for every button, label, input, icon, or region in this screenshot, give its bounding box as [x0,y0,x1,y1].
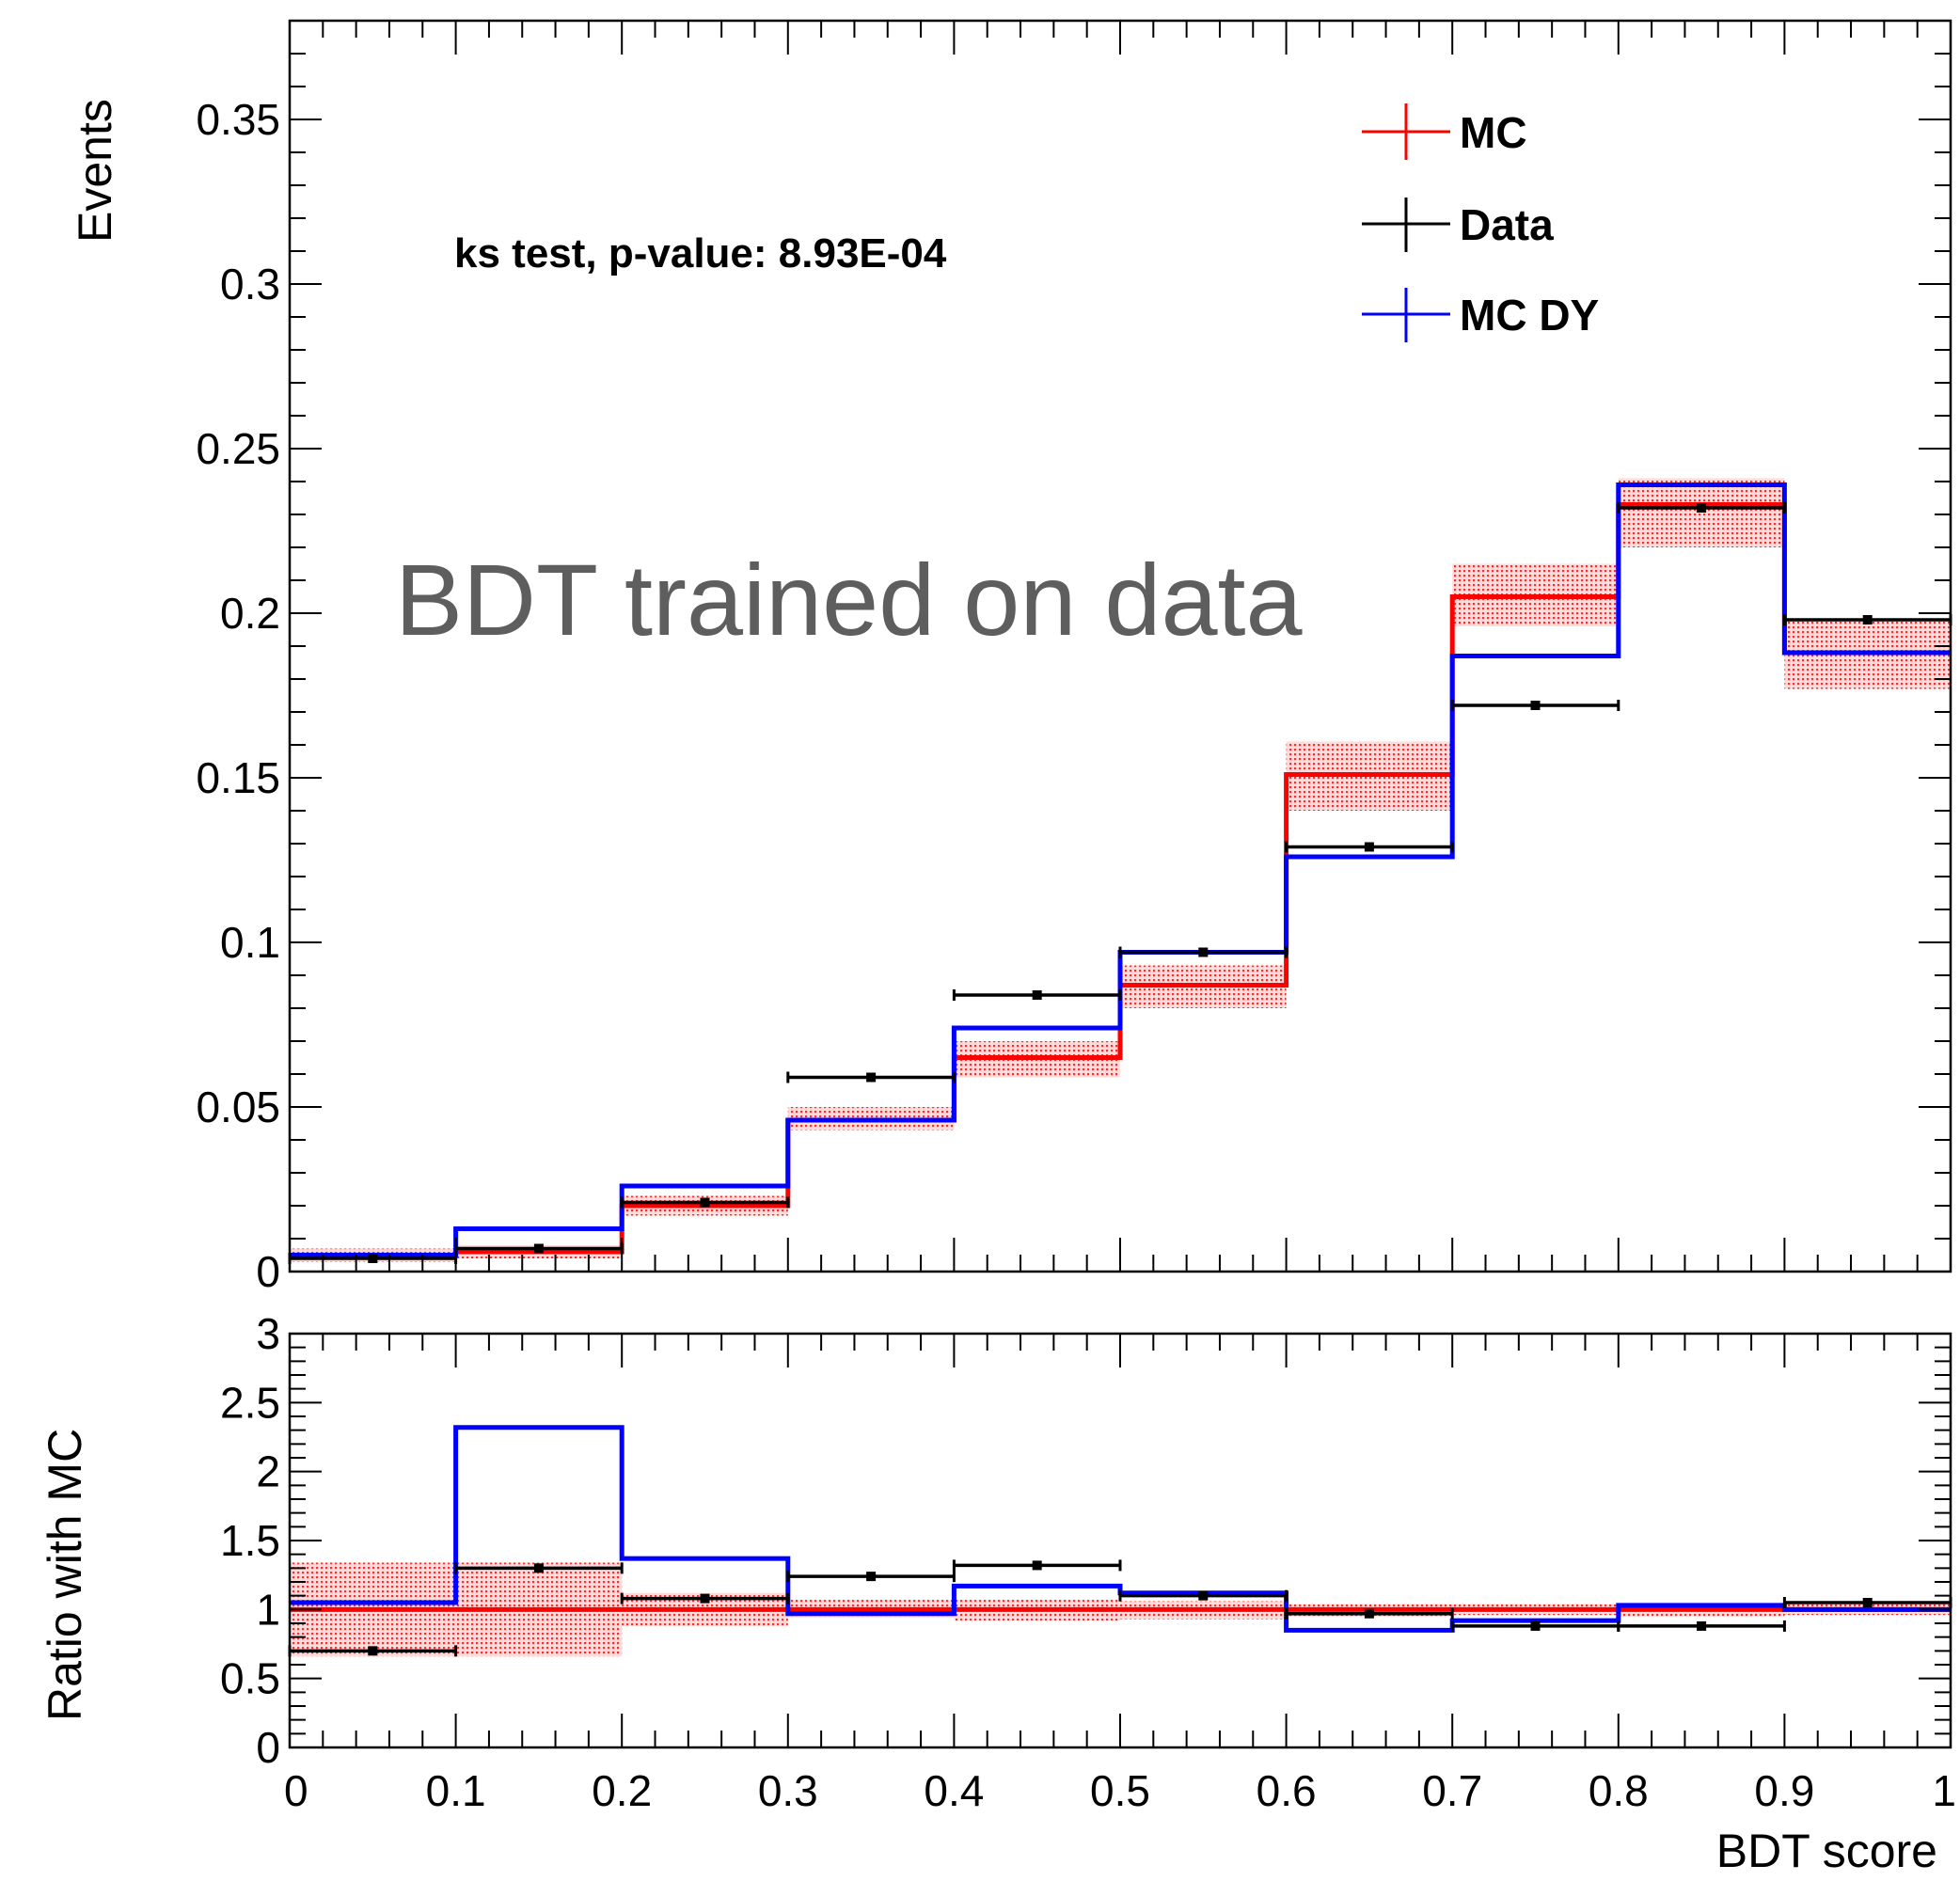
ratio-y-axis-title: Ratio with MC [39,1429,91,1721]
data-point-0 [368,1646,378,1656]
main-panel: 0 0.05 0.1 0.15 0.2 0.25 0.3 0.35 Events ks tes… [69,19,1952,1296]
data-point-5 [1198,947,1209,957]
data-point-0 [368,1254,378,1263]
y-tick-label-3: 0.15 [196,753,280,802]
x-tick-label-2: 0.2 [592,1766,652,1815]
x-tick-label-3: 0.3 [758,1766,818,1815]
ratio-mc-dy-histogram [290,1425,1951,1633]
y-tick-label-3: 1.5 [220,1516,280,1565]
main-y-tick-labels: 0 0.05 0.1 0.15 0.2 0.25 0.3 0.35 [196,95,280,1296]
data-point-3 [866,1072,877,1083]
data-point-7 [1530,1620,1541,1631]
x-tick-label-9: 0.9 [1754,1766,1814,1815]
data-point-1 [533,1243,544,1254]
y-tick-label-6: 0.3 [220,260,280,308]
ratio-axis-ticks [289,1333,1952,1748]
legend: MC Data MC DY [1362,103,1599,342]
main-axis-ticks [289,20,1952,1272]
data-point-6 [1364,1608,1374,1619]
y-tick-label-6: 3 [256,1309,280,1358]
data-point-6 [1364,842,1374,852]
mc-dy-step-line [290,1425,1951,1633]
main-frame [288,19,1952,1273]
legend-label-mc: MC [1460,108,1527,157]
ratio-y-tick-labels: 0 0.5 1 1.5 2 2.5 3 [220,1309,280,1772]
legend-label-mc-dy: MC DY [1460,291,1599,340]
y-tick-label-1: 0.05 [196,1083,280,1131]
y-tick-label-0: 0 [256,1247,280,1296]
x-tick-label-10: 1 [1932,1766,1956,1815]
x-tick-label-7: 0.7 [1422,1766,1482,1815]
data-point-4 [1032,990,1042,1000]
x-tick-labels: 0 0.1 0.2 0.3 0.4 0.5 0.6 0.7 0.8 0.9 1 [284,1766,1956,1815]
data-point-7 [1530,701,1541,710]
x-tick-label-4: 0.4 [924,1766,984,1815]
y-tick-label-2: 0.1 [220,918,280,967]
data-point-8 [1697,1620,1707,1631]
x-tick-label-0: 0 [284,1766,308,1815]
x-tick-label-8: 0.8 [1589,1766,1649,1815]
main-y-axis-title: Events [69,99,121,243]
y-tick-label-7: 0.35 [196,95,280,144]
band-bin-8 [1618,478,1785,547]
x-tick-label-5: 0.5 [1090,1766,1150,1815]
data-point-3 [866,1572,877,1582]
y-tick-label-0: 0 [256,1723,280,1772]
x-tick-label-1: 0.1 [426,1766,486,1815]
ks-test-annotation: ks test, p-value: 8.93E-04 [454,230,947,277]
bdt-trained-note: BDT trained on data [395,543,1304,656]
data-point-4 [1032,1560,1042,1571]
y-tick-label-2: 1 [256,1585,280,1634]
y-tick-label-5: 0.25 [196,424,280,473]
data-point-5 [1198,1590,1209,1601]
ratio-data-points [288,1559,1952,1657]
data-point-9 [1862,615,1873,624]
x-tick-label-6: 0.6 [1257,1766,1317,1815]
legend-label-data: Data [1460,200,1554,249]
y-tick-label-5: 2.5 [220,1378,280,1427]
y-tick-label-4: 0.2 [220,589,280,638]
data-point-2 [700,1593,710,1604]
y-tick-label-1: 0.5 [220,1654,280,1703]
ratio-frame [288,1332,1952,1749]
ratio-panel: 00.511.522.53 0 0.1 0.2 0.3 0.4 0.5 0.6 0.7 0.8 0… [39,1309,1956,1877]
data-point-9 [1862,1598,1873,1607]
data-point-8 [1697,503,1707,513]
data-point-2 [700,1197,710,1208]
x-axis-title: BDT score [1716,1825,1937,1877]
y-tick-label-4: 2 [256,1447,280,1496]
data-point-1 [533,1563,544,1573]
